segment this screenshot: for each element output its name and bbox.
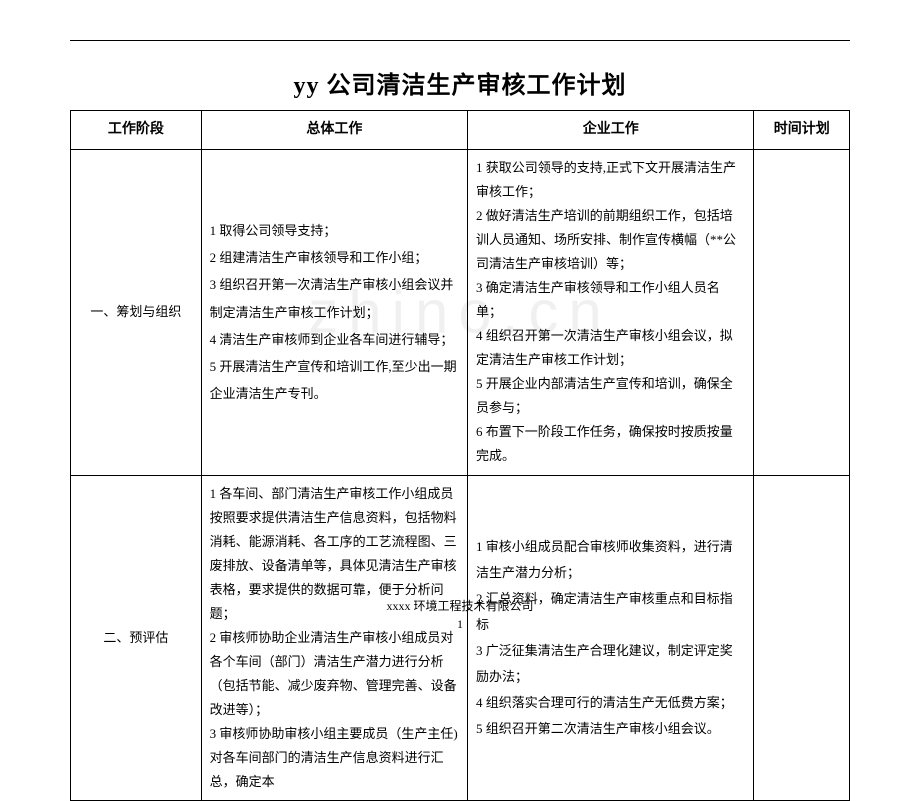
- cell-stage: 一、筹划与组织: [71, 149, 202, 475]
- cell-enterprise: 1 获取公司领导的支持,正式下文开展清洁生产审核工作；2 做好清洁生产培训的前期…: [468, 149, 754, 475]
- table-row: 二、预评估 1 各车间、部门清洁生产审核工作小组成员按照要求提供清洁生产信息资料…: [71, 475, 850, 801]
- col-stage: 工作阶段: [71, 111, 202, 150]
- col-overall: 总体工作: [201, 111, 467, 150]
- page-title: yy 公司清洁生产审核工作计划: [70, 65, 850, 100]
- top-rule: [70, 40, 850, 41]
- cell-schedule: [754, 149, 850, 475]
- cell-schedule: [754, 475, 850, 801]
- cell-overall: 1 各车间、部门清洁生产审核工作小组成员按照要求提供清洁生产信息资料，包括物料消…: [201, 475, 467, 801]
- table-row: 一、筹划与组织 1 取得公司领导支持；2 组建清洁生产审核领导和工作小组；3 组…: [71, 149, 850, 475]
- footer-page-number: 1: [0, 615, 920, 633]
- page-footer: xxxx 环境工程技术有限公司 1: [0, 597, 920, 633]
- table-header-row: 工作阶段 总体工作 企业工作 时间计划: [71, 111, 850, 150]
- cell-stage: 二、预评估: [71, 475, 202, 801]
- footer-company: xxxx 环境工程技术有限公司: [0, 597, 920, 615]
- cell-overall: 1 取得公司领导支持；2 组建清洁生产审核领导和工作小组；3 组织召开第一次清洁…: [201, 149, 467, 475]
- plan-table: 工作阶段 总体工作 企业工作 时间计划 一、筹划与组织 1 取得公司领导支持；2…: [70, 110, 850, 801]
- col-schedule: 时间计划: [754, 111, 850, 150]
- col-enterprise: 企业工作: [468, 111, 754, 150]
- cell-enterprise: 1 审核小组成员配合审核师收集资料，进行清洁生产潜力分析；2 汇总资料，确定清洁…: [468, 475, 754, 801]
